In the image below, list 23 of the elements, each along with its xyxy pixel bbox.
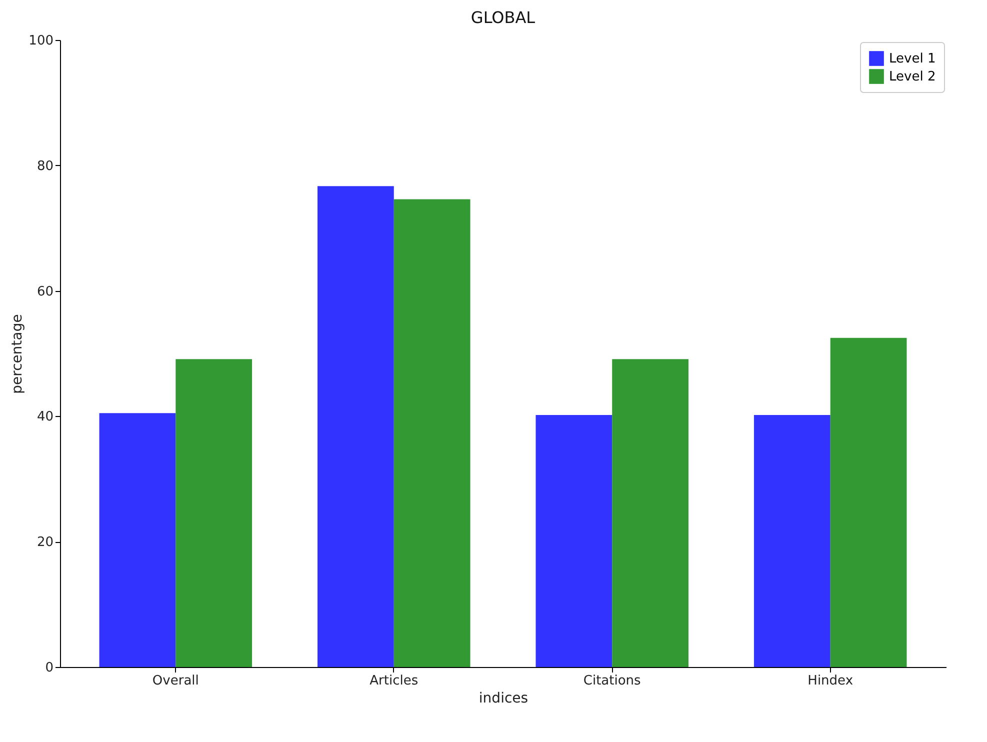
y-tick-label: 40 [36, 410, 54, 425]
x-tick-label: Citations [583, 674, 642, 688]
legend-label: Level 1 [889, 52, 936, 66]
bar [99, 413, 176, 667]
x-tick-label: Articles [370, 674, 418, 688]
bar [318, 186, 394, 667]
x-tick-label: Hindex [808, 674, 854, 688]
x-tick-label: Overall [152, 674, 199, 688]
x-axis-title: indices [478, 690, 528, 706]
y-axis-title: percentage [10, 314, 26, 394]
bar [536, 414, 612, 667]
y-tick-label: 20 [36, 535, 54, 550]
y-tick-label: 80 [36, 158, 54, 174]
legend-label: Level 2 [889, 70, 936, 84]
bar [176, 359, 252, 667]
chart-title: GLOBAL [470, 8, 536, 27]
bar [394, 199, 470, 667]
bar [612, 359, 688, 667]
y-tick-label: 0 [45, 660, 54, 676]
bar [754, 414, 830, 667]
y-tick-label: 60 [36, 284, 54, 300]
bar [830, 338, 907, 667]
y-tick-label: 100 [28, 34, 54, 48]
